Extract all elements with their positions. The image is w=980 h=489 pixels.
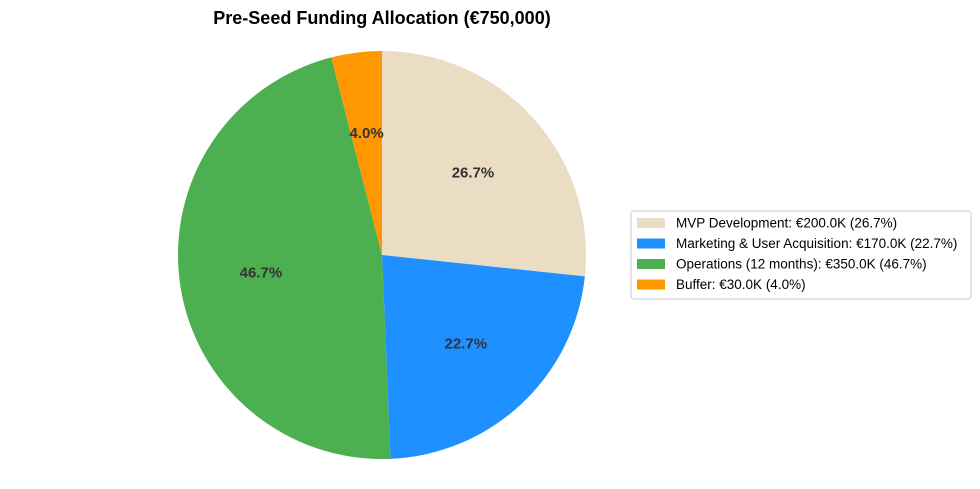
slice-label-buffer: 4.0% (350, 125, 384, 142)
pie-slice-labels: 26.7% 22.7% 46.7% 4.0% (240, 125, 495, 353)
slice-label-mvp-development: 26.7% (452, 165, 495, 182)
legend-items: MVP Development: €200.0K (26.7%) Marketin… (637, 216, 957, 292)
legend-swatch-marketing-user-acquisition (637, 238, 665, 249)
legend-swatch-operations-12-months (637, 259, 665, 269)
legend-swatch-mvp-development (637, 218, 665, 228)
pie-slice-operations-12-months (178, 57, 391, 459)
pie-slice-marketing-user-acquisition (382, 255, 585, 459)
legend-frame (630, 210, 972, 300)
pie-slice-mvp-development (382, 51, 586, 277)
legend: MVP Development: €200.0K (26.7%) Marketin… (630, 210, 972, 300)
chart-title: Pre-Seed Funding Allocation (€750,000) (213, 8, 550, 28)
legend-label-mvp-development: MVP Development: €200.0K (26.7%) (676, 216, 897, 231)
legend-label-operations-12-months: Operations (12 months): €350.0K (46.7%) (676, 257, 927, 272)
slice-label-operations-12-months: 46.7% (240, 264, 283, 281)
pie-slices (178, 51, 586, 459)
legend-label-marketing-user-acquisition: Marketing & User Acquisition: €170.0K (2… (676, 236, 957, 251)
slice-label-marketing-user-acquisition: 22.7% (445, 336, 488, 353)
legend-swatch-buffer (637, 279, 665, 290)
pie-slice-buffer (331, 51, 382, 255)
legend-label-buffer: Buffer: €30.0K (4.0%) (676, 277, 806, 292)
